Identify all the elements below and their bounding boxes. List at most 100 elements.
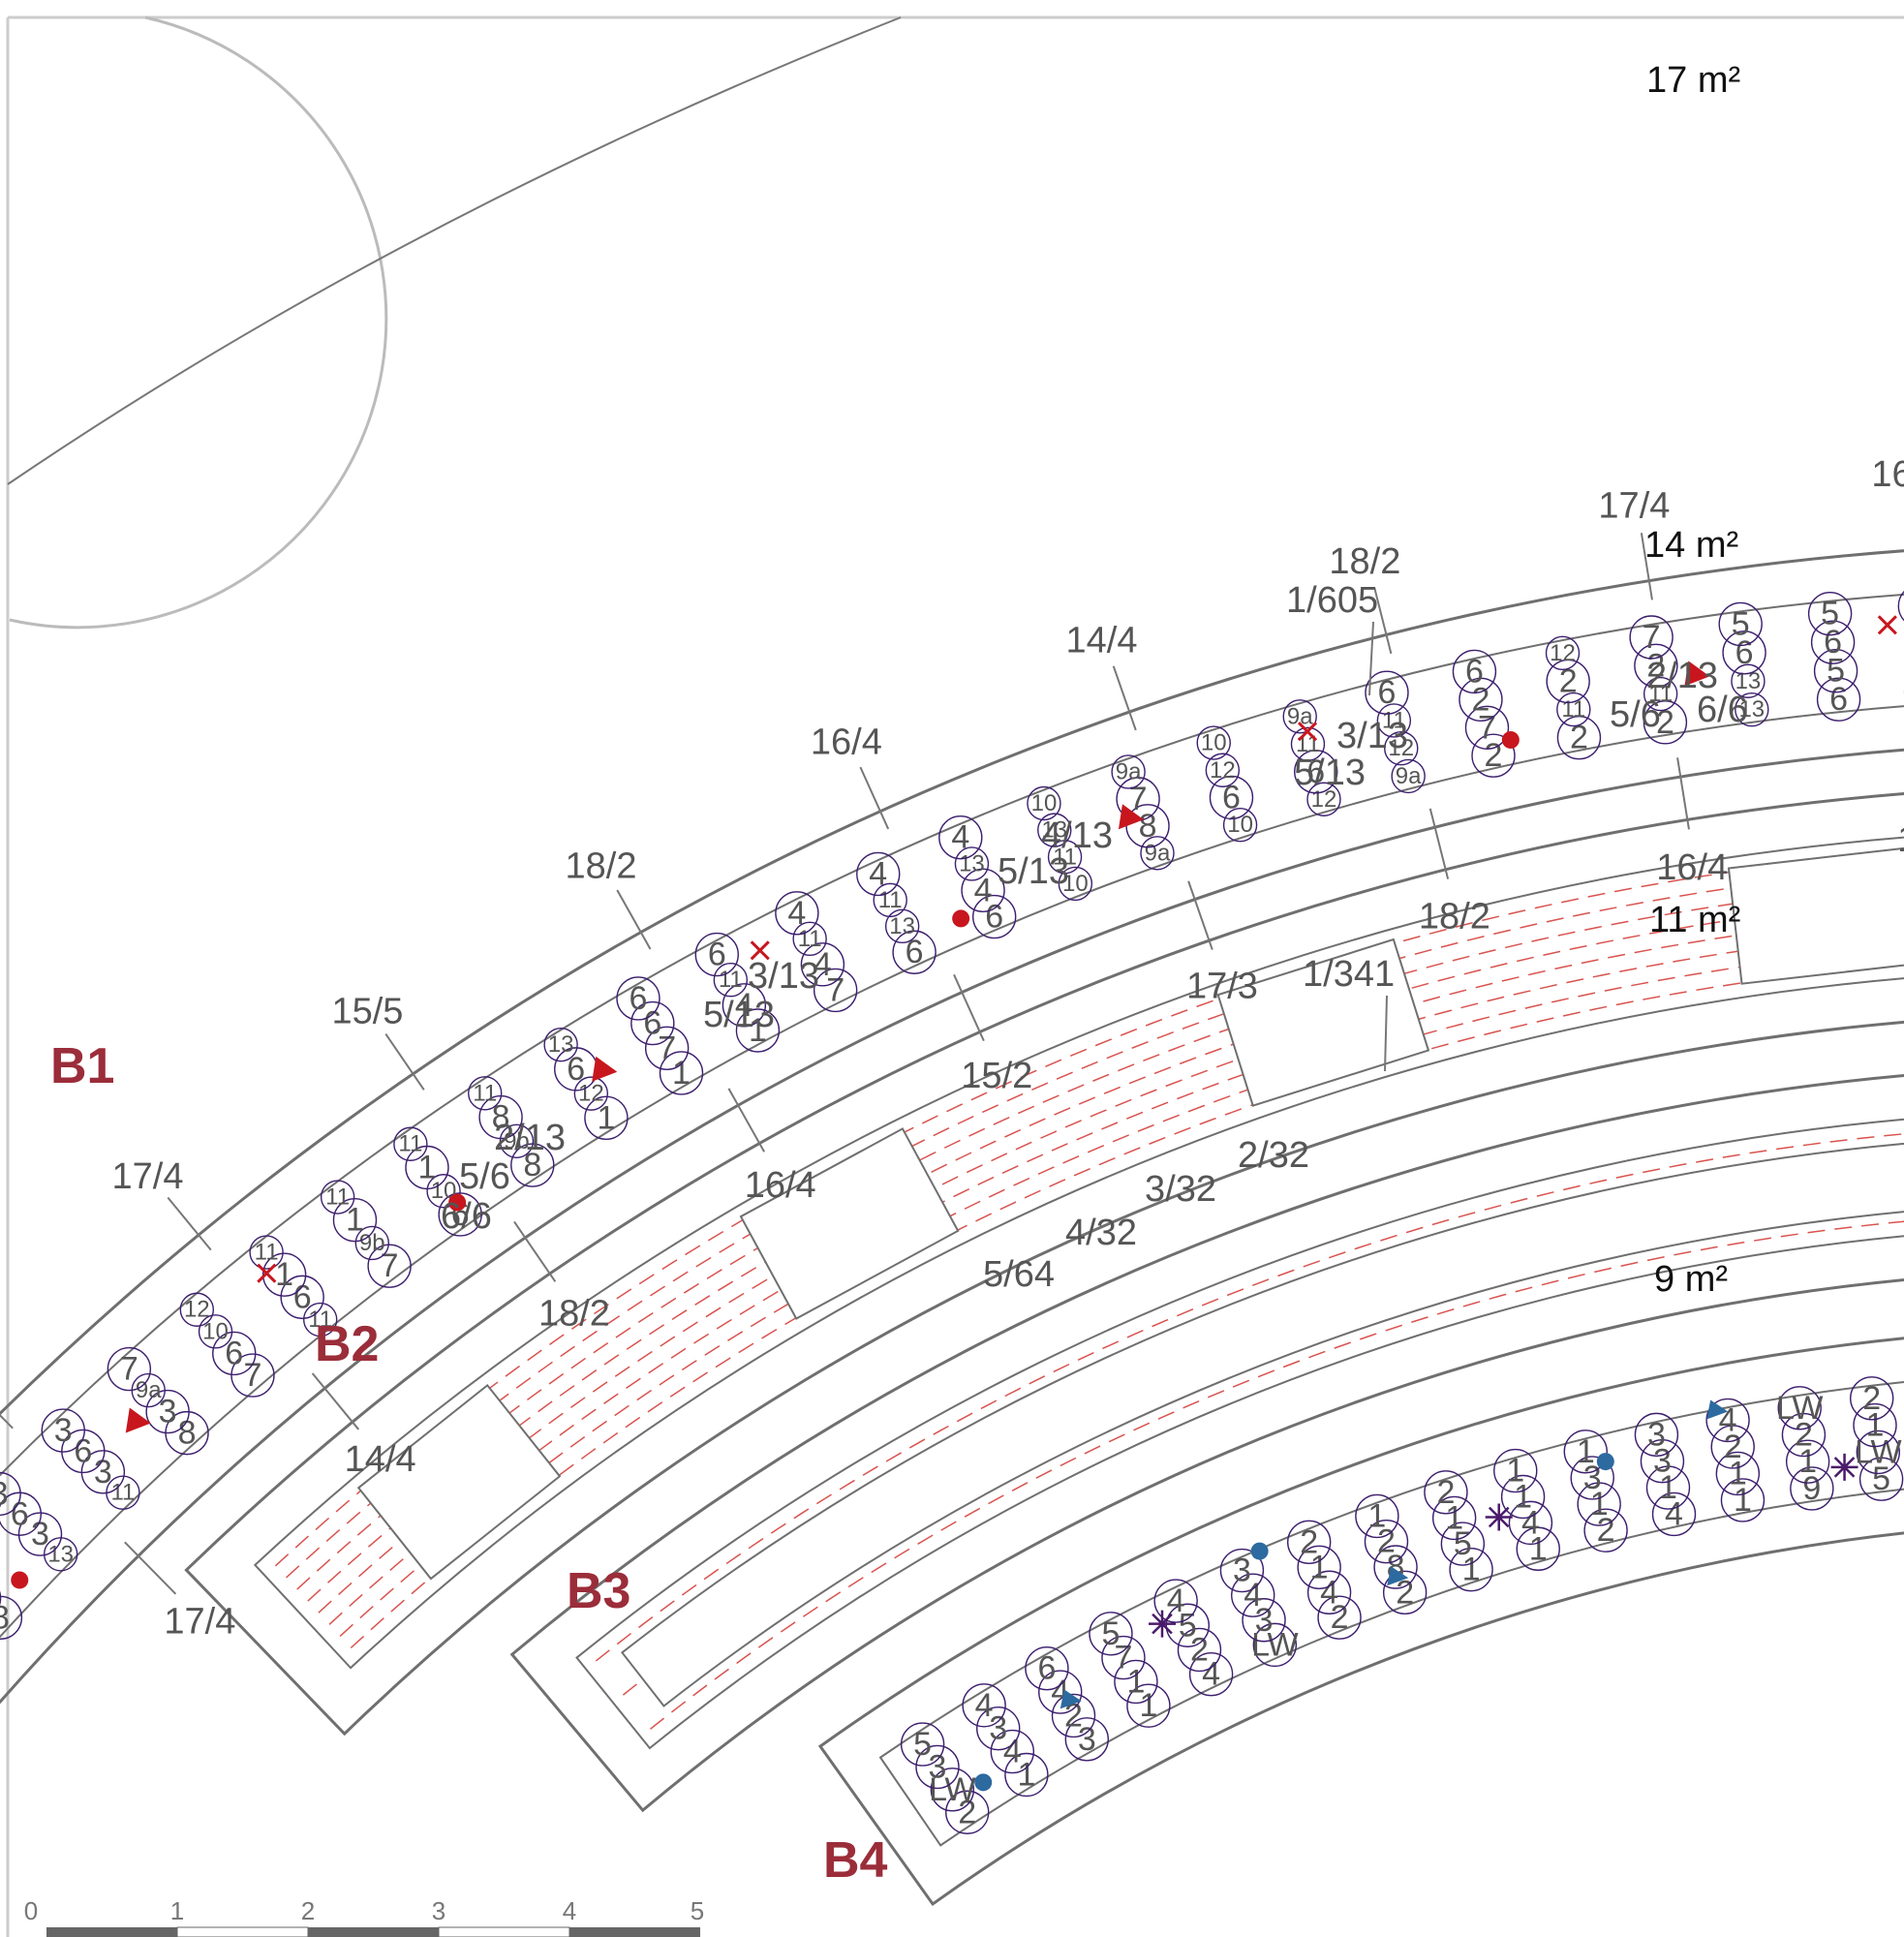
plant-b1-label: 4 [869,855,887,892]
b1-callout: 14/4 [345,1439,416,1480]
plant-b1-label: 9b [359,1230,385,1256]
plant-b1-label: 6 [643,1005,661,1042]
plant-b1-label: 12 [1311,786,1337,813]
plant-b1-label: 11 [325,1184,350,1211]
bed-label-b4: B4 [823,1832,888,1889]
plant-b4 [1382,1570,1428,1615]
bed-label-b1: B1 [50,1038,114,1094]
plant-b4 [1364,1520,1409,1564]
plant-b1 [0,1491,43,1536]
plant-b4 [1500,1474,1546,1520]
b1-callout: 16/4 [1871,454,1904,495]
plant-b1-label: 12 [1550,640,1576,666]
plant-b4 [1858,1457,1904,1501]
plant-b1-label: 10 [1031,790,1058,816]
blue-dot-marker [974,1773,993,1792]
plant-b4-label: 2 [1064,1697,1083,1734]
plant-b1-label: 11 [398,1131,422,1157]
plant-b1 [1384,730,1419,766]
plant-b1 [1365,670,1409,715]
plant-b1-label: 2 [1656,704,1674,741]
plant-b1-label: 10 [1227,812,1253,838]
plant-b1 [659,1051,704,1095]
plant-b1 [856,851,901,897]
plant-b1-label: 1 [418,1149,437,1185]
plant-b1-label: 7 [658,1030,676,1066]
plant-b4 [1651,1491,1697,1537]
plant-b1 [630,1000,675,1046]
bed-outline-b2 [184,791,1904,1737]
plant-b4-label: 1 [1139,1687,1157,1724]
plant-b4 [1242,1598,1286,1643]
b1-callout-leader [1112,665,1137,731]
plant-b1-label: 6 [1378,674,1397,711]
plant-b1-label: 7 [1643,619,1661,656]
scale-bar: 0 1 2 3 4 5 [24,1896,704,1937]
plant-b4 [1306,1570,1352,1614]
plant-b4-label: 2 [1862,1380,1881,1417]
plant-b4 [1424,1470,1468,1515]
plant-b4-label: 1 [1729,1455,1747,1491]
hatch-line [595,1133,1904,1662]
b3-open-area [620,1142,1904,1707]
plant-b4 [1850,1376,1894,1421]
b3-label-4: 2/32 [1238,1135,1309,1176]
b1-callout: 18/2 [566,846,637,887]
star-marker [1830,1453,1858,1481]
plant-b1-label: 13 [1738,696,1765,723]
plant-b1 [1643,676,1678,712]
red-triangle-marker [1118,804,1144,830]
b3-label-2: 4/32 [1065,1213,1137,1253]
plant-b1 [735,1008,781,1053]
b1-callout: 15/2 [961,1056,1032,1096]
b1-callout: 16/4 [745,1165,816,1206]
plant-b1-label: 12 [1210,757,1236,784]
plant-b1 [1459,677,1503,723]
plant-b1 [179,1292,215,1327]
plant-b4-label: 4 [1202,1656,1220,1693]
red-cross-marker [1877,615,1897,635]
plant-b4 [1777,1386,1822,1430]
plant-b1-label: 5 [1821,596,1839,632]
red-cross-marker [1297,722,1318,742]
plant-b4 [1355,1493,1399,1539]
plant-b4 [1570,1456,1614,1500]
plant-b1 [1290,726,1326,761]
plant-b1 [1643,700,1688,745]
scale-tick-3: 3 [432,1896,445,1925]
b2-block5-line3: 6/6 [1697,690,1748,730]
plant-b4 [1856,1430,1901,1475]
plant-b1-label: 11 [1561,696,1585,723]
plant-b4 [962,1683,1006,1728]
b2-block2-line1: 3/13 [748,956,819,997]
b3-label-3: 3/32 [1145,1169,1216,1210]
plant-b4-label: 3 [1233,1553,1251,1589]
plant-b1-label: 1 [672,1055,691,1091]
scale-tick-2: 2 [301,1896,315,1925]
red-triangle-marker [592,1056,618,1082]
plant-b4-label: 1 [1506,1453,1524,1490]
plant-b1-label: 11 [1382,707,1406,733]
plant-b1-label: 13 [889,913,915,939]
plant-b1-label: 1 [275,1256,293,1293]
plant-b1 [1556,715,1602,760]
red-dot-marker [1501,730,1520,749]
plant-b4-label: 2 [958,1794,976,1830]
plant-b1 [892,930,937,974]
plant-b1-label: 7 [826,971,845,1008]
plant-b4-label: 2 [1795,1417,1813,1454]
b2-block5-line2: 5/6 [1610,694,1661,735]
scale-tick-0: 0 [24,1896,38,1925]
plant-b1 [1205,753,1241,787]
plant-b1-label: 6 [1306,753,1325,790]
plant-b4-label: 3 [929,1748,947,1785]
plant-b1 [1282,699,1317,734]
plant-b1 [0,1471,21,1517]
b3-label-1: 5/64 [983,1254,1055,1295]
plant-b1-label: 8 [1139,808,1157,845]
b1-callout-leader [953,973,985,1042]
bed-outline-b4 [817,1337,1904,1907]
plant-b4-label: 1 [1590,1486,1609,1522]
plant-b4 [1252,1622,1298,1668]
plant-b4 [1715,1451,1761,1496]
